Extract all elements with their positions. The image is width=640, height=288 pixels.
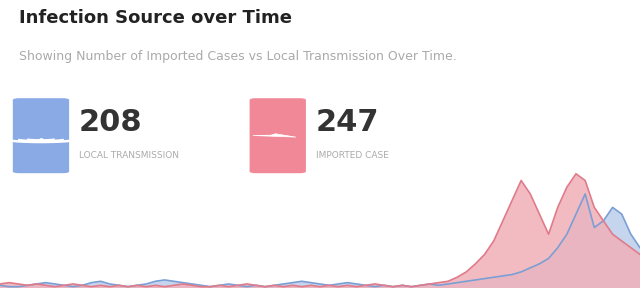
Text: 247: 247 [316,108,379,137]
Text: 208: 208 [79,108,142,137]
Text: IMPORTED CASE: IMPORTED CASE [316,151,388,160]
Text: LOCAL TRANSMISSION: LOCAL TRANSMISSION [79,151,179,160]
Text: Infection Source over Time: Infection Source over Time [19,9,292,27]
FancyBboxPatch shape [13,98,69,173]
FancyBboxPatch shape [250,98,306,173]
Text: Showing Number of Imported Cases vs Local Transmission Over Time.: Showing Number of Imported Cases vs Loca… [19,50,457,63]
Polygon shape [253,134,296,137]
